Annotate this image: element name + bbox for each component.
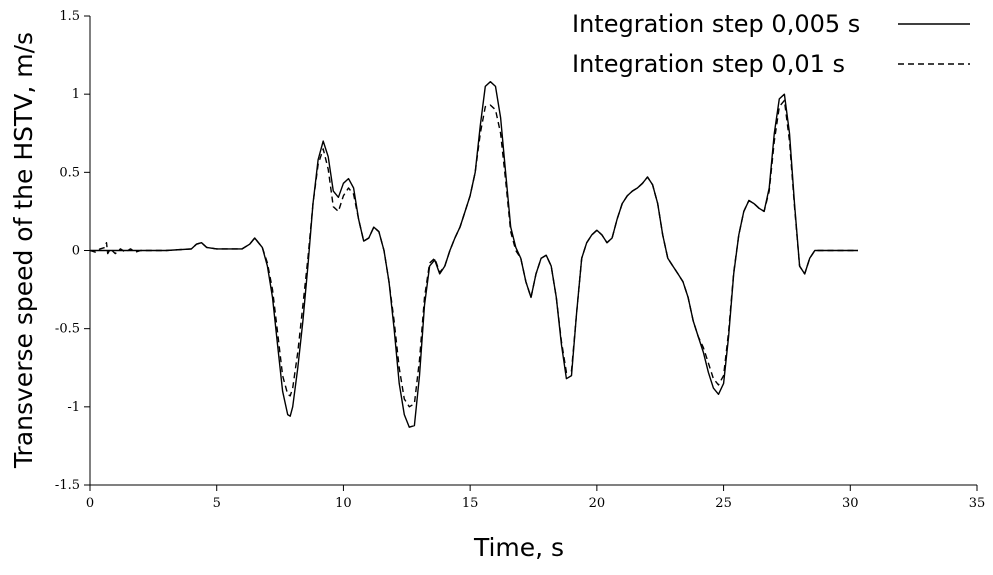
y-tick-label: 1 xyxy=(72,87,80,102)
x-tick-label: 20 xyxy=(589,496,606,511)
series-line-2 xyxy=(89,99,858,408)
x-tick-label: 0 xyxy=(86,496,94,511)
y-tick-label: -0.5 xyxy=(55,322,80,337)
y-tick-label: -1.5 xyxy=(55,478,80,493)
x-tick-label: 25 xyxy=(715,496,732,511)
x-tick-label: 10 xyxy=(335,496,352,511)
y-tick-label: -1 xyxy=(67,400,80,415)
plot-lines xyxy=(89,81,858,428)
x-tick-label: 35 xyxy=(969,496,986,511)
legend-label-2: Integration step 0,01 s xyxy=(572,50,845,78)
x-tick-label: 5 xyxy=(213,496,221,511)
y-tick-label: 0 xyxy=(72,244,80,259)
x-tick-label: 15 xyxy=(462,496,479,511)
y-tick-label: 0.5 xyxy=(59,165,80,180)
y-tick-label: 1.5 xyxy=(59,9,80,24)
legend-label-1: Integration step 0,005 s xyxy=(572,10,860,38)
series-line-1 xyxy=(90,81,858,428)
axes: 0 5 10 15 20 25 30 35 -1.5 -1 -0.5 0 0.5 1 1.5 xyxy=(55,9,985,511)
legend: Integration step 0,005 s Integration step… xyxy=(572,10,970,78)
x-tick-label: 30 xyxy=(842,496,859,511)
y-axis-title: Transverse speed of the HSTV, m/s xyxy=(9,32,38,469)
x-axis-title: Time, s xyxy=(473,533,564,562)
